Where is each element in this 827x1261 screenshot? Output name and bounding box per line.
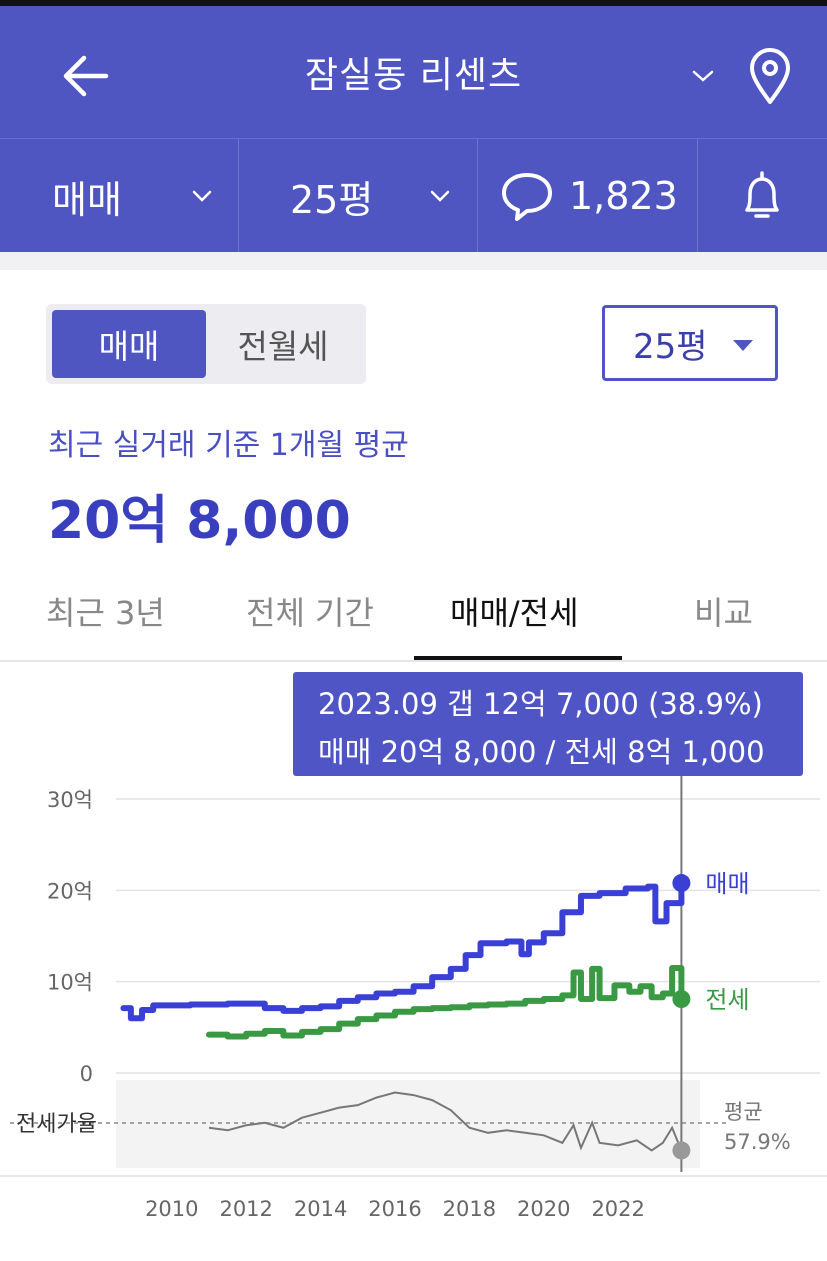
toggle-option-sale[interactable]: 매매 [52, 310, 206, 378]
average-price: 20억 8,000 [48, 491, 351, 551]
app-header: 잠실동 리센츠 매매 25평 1,823 [0, 6, 827, 253]
lease-series-label: 전세 [705, 986, 749, 1014]
area-dropdown[interactable]: 25평 [238, 139, 478, 253]
tab-compare[interactable]: 비교 [694, 594, 753, 632]
tooltip-line-1: 2023.09 갭 12억 7,000 (38.9%) [318, 687, 763, 721]
x-tick-label: 2014 [294, 1197, 347, 1221]
ratio-band [116, 1080, 700, 1168]
speech-bubble-icon [502, 173, 552, 221]
trade-toggle: 매매 전월세 [46, 304, 366, 384]
chevron-down-icon [192, 190, 212, 202]
lease-series-line [205, 964, 685, 1040]
tab-sale-vs-lease[interactable]: 매매/전세 [450, 594, 579, 632]
status-strip [0, 0, 827, 6]
tooltip-line-2: 매매 20억 8,000 / 전세 8억 1,000 [318, 735, 765, 769]
area-select[interactable]: 25평 [602, 305, 778, 381]
comments-button[interactable]: 1,823 [477, 139, 698, 253]
lease-endpoint-dot [672, 990, 691, 1009]
active-tab-indicator [414, 656, 622, 660]
chevron-down-icon [430, 190, 450, 202]
ratio-average-value: 57.9% [724, 1130, 791, 1154]
x-tick-label: 2016 [368, 1197, 421, 1221]
apartment-title[interactable]: 잠실동 리센츠 [304, 55, 523, 96]
y-tick-label: 20억 [47, 879, 93, 903]
sale-series-line [120, 880, 685, 1022]
chart-tooltip: 2023.09 갭 12억 7,000 (38.9%) 매매 20억 8,000… [293, 672, 803, 776]
area-select-value: 25평 [633, 326, 708, 367]
comment-count: 1,823 [569, 174, 678, 218]
ratio-series-line [208, 1091, 683, 1152]
back-arrow-icon[interactable] [58, 46, 118, 106]
trade-type-label: 매매 [52, 177, 122, 222]
price-basis-label: 최근 실거래 기준 1개월 평균 [48, 428, 409, 463]
tab-all-period[interactable]: 전체 기간 [246, 594, 374, 632]
ratio-endpoint-dot [672, 1141, 691, 1160]
toggle-option-rent[interactable]: 전월세 [237, 327, 329, 366]
x-tick-label: 2020 [517, 1197, 570, 1221]
sale-endpoint-dot [672, 874, 691, 893]
ratio-series-label: 전세가율 [16, 1112, 97, 1137]
tab-recent-3y[interactable]: 최근 3년 [46, 594, 165, 632]
x-tick-label: 2010 [145, 1197, 198, 1221]
y-tick-label: 30억 [47, 788, 93, 812]
notification-button[interactable] [697, 139, 827, 253]
x-tick-label: 2012 [219, 1197, 272, 1221]
bell-icon [745, 171, 779, 218]
header-top-row: 잠실동 리센츠 [0, 6, 827, 138]
section-divider [0, 252, 827, 270]
area-label: 25평 [290, 177, 374, 222]
sale-series-label: 매매 [705, 870, 749, 898]
period-tabs: 최근 3년 전체 기간 매매/전세 비교 [0, 570, 827, 662]
ratio-average-label: 평균 [724, 1100, 763, 1124]
y-tick-label: 0 [80, 1062, 93, 1086]
header-filter-row: 매매 25평 1,823 [0, 138, 827, 253]
chevron-down-icon[interactable] [688, 61, 718, 91]
price-chart[interactable]: 30억 20억 10억 0 2010 2012 2014 2016 2018 2020 2022 전세… [0, 662, 827, 1261]
x-tick-label: 2022 [591, 1197, 644, 1221]
x-tick-label: 2018 [443, 1197, 496, 1221]
y-tick-label: 10억 [47, 971, 93, 995]
trade-type-dropdown[interactable]: 매매 [0, 139, 239, 253]
location-pin-icon[interactable] [746, 46, 794, 106]
price-chart-svg: 30억 20억 10억 0 2010 2012 2014 2016 2018 2020 2022 전세… [0, 774, 827, 1221]
caret-down-icon [733, 340, 753, 351]
